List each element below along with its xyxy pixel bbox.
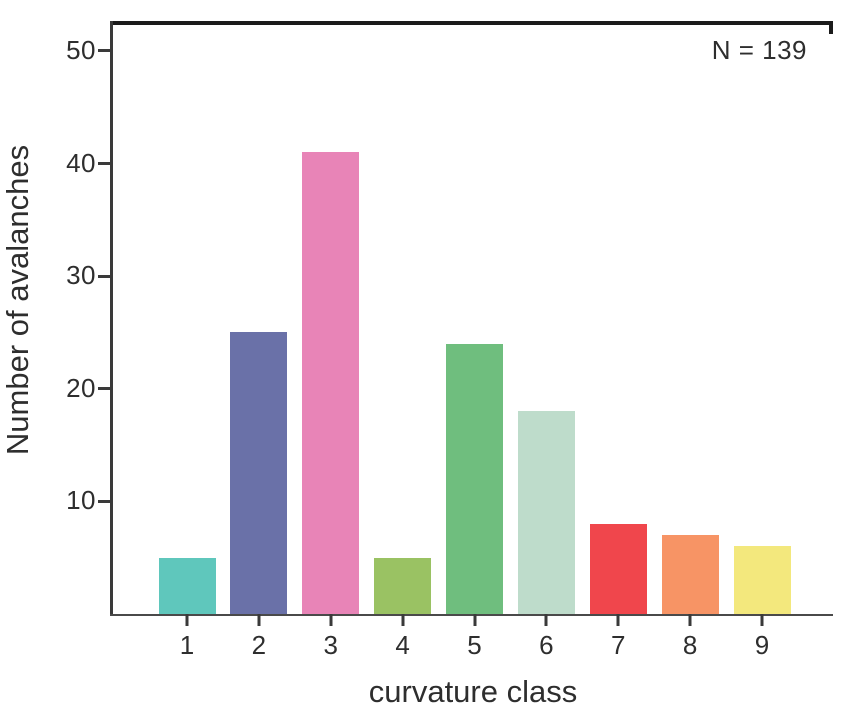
- x-tick-label-1: 1: [179, 630, 195, 660]
- bar-class-8: [661, 535, 719, 614]
- y-axis-line: [110, 21, 113, 616]
- x-tick-label-2: 2: [251, 630, 267, 660]
- y-tick-30: [98, 274, 110, 278]
- y-axis-title: Number of avalanches: [0, 144, 35, 456]
- x-tick-label-3: 3: [323, 630, 338, 660]
- y-tick-40: [98, 162, 110, 166]
- x-axis-line: [110, 614, 833, 616]
- y-tick-label-10: 10: [66, 485, 96, 516]
- x-tick-1: [185, 614, 189, 626]
- plot-top-border: [110, 21, 833, 25]
- bar-class-3: [302, 152, 360, 614]
- x-tick-9: [760, 614, 764, 626]
- x-tick-label-8: 8: [682, 630, 698, 660]
- sample-size-label: N = 139: [711, 35, 807, 65]
- bar-class-7: [589, 523, 647, 614]
- bar-class-2: [230, 332, 288, 614]
- y-tick-50: [98, 49, 110, 53]
- x-tick-3: [329, 614, 333, 626]
- plot-top-right-corner-tick: [829, 21, 833, 34]
- bar-class-5: [446, 343, 503, 614]
- x-tick-2: [257, 614, 261, 626]
- x-tick-8: [688, 614, 692, 626]
- x-tick-4: [401, 614, 405, 626]
- y-tick-20: [98, 387, 110, 391]
- x-tick-label-6: 6: [539, 630, 554, 660]
- x-tick-5: [473, 614, 476, 626]
- y-tick-10: [98, 499, 110, 503]
- y-tick-label-50: 50: [66, 34, 96, 65]
- bar-class-9: [733, 546, 791, 614]
- x-tick-label-7: 7: [611, 630, 626, 660]
- bar-class-1: [158, 557, 216, 614]
- plot-area: 10 20 30 40 50 1 2 3 4 5 6 7 8 9 N = 139: [66, 21, 833, 660]
- x-tick-7: [616, 614, 620, 626]
- x-tick-label-9: 9: [754, 630, 770, 660]
- x-axis-title: curvature class: [368, 674, 578, 709]
- bar-class-4: [374, 557, 432, 614]
- x-tick-label-4: 4: [395, 630, 410, 660]
- bar-class-6: [517, 411, 575, 614]
- y-tick-label-40: 40: [66, 147, 96, 178]
- x-tick-6: [544, 614, 548, 626]
- y-tick-label-30: 30: [66, 260, 96, 291]
- y-tick-label-20: 20: [66, 372, 96, 403]
- x-tick-label-5: 5: [467, 630, 482, 660]
